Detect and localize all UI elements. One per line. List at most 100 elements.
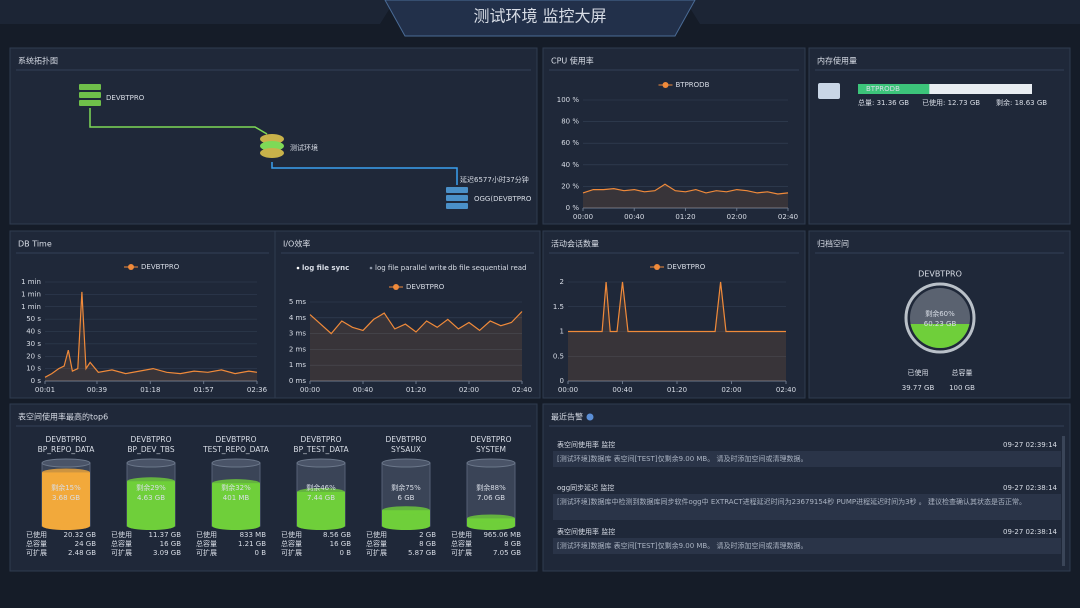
x-tick-label: 02:40 [512,386,532,394]
y-tick-label: 20 % [561,182,579,190]
edge [89,108,268,135]
panel [542,47,806,225]
cylinder-fill [382,510,430,526]
ts-stat-value: 16 GB [330,540,352,548]
panel [9,403,538,572]
header-left [0,0,395,24]
ts-db: DEVBTPRO [385,435,426,444]
x-tick-label: 00:40 [612,386,632,394]
y-tick-label: 80 % [561,118,579,126]
ts-db: DEVBTPRO [215,435,256,444]
x-tick-label: 01:20 [667,386,687,394]
ts-stat-label: 可扩展 [366,548,387,557]
y-tick-label: 0.5 [553,352,564,360]
y-tick-label: 1 [560,328,564,336]
panel [542,230,806,399]
ts-stat-label: 总容量 [111,539,132,548]
ts-stat-value: 2 GB [419,531,436,539]
alert-time: 09-27 02:38:14 [1003,528,1058,536]
header-right [685,0,1080,24]
cylinder-cap [296,458,346,468]
ts-name: TEST_REPO_DATA [202,445,270,454]
ts-remaining: 剩余15% [51,483,81,492]
y-tick-label: 1 min [21,290,41,298]
ts-db: DEVBTPRO [130,435,171,444]
x-tick-label: 02:00 [727,213,747,221]
x-tick-label: 02:00 [721,386,741,394]
legend-label: DEVBTPRO [141,263,180,271]
archive-label: 总容量 [952,368,973,377]
ts-remaining: 剩余32% [221,483,251,492]
node-label: 测试环境 [290,143,318,152]
cylinder-top [382,506,430,515]
legend-symbol [654,264,660,270]
x-tick-label: 02:00 [459,386,479,394]
node-icon [260,134,284,144]
y-tick-label: 30 s [26,340,41,348]
ts-stat-value: 2.48 GB [68,549,96,557]
y-tick-label: 0 s [31,377,42,385]
info-icon [586,413,594,421]
cylinder-cap [466,458,516,468]
panel-title: I/O效率 [283,239,310,249]
node-icon [446,203,468,209]
x-tick-label: 02:36 [247,386,268,394]
node-label: DEVBTPRO [106,94,145,102]
series-line [44,291,258,378]
panel-title: 归档空间 [817,239,849,249]
x-tick-label: 01:57 [194,386,214,394]
y-tick-label: 1.5 [553,303,564,311]
cylinder-fill [42,472,90,526]
edge-label: 延迟6577小时37分钟 [460,175,529,184]
cylinder-top [297,487,345,496]
ts-stat-value: 7.05 GB [493,549,521,557]
cylinder-top [127,477,175,486]
alert-title: 表空间使用率 监控 [557,440,615,449]
x-tick-label: 01:20 [406,386,426,394]
cylinder-cap [41,458,91,468]
ts-stat-value: 11.37 GB [149,531,182,539]
x-tick-label: 00:40 [353,386,373,394]
ts-name: BP_TEST_DATA [293,445,349,454]
ts-stat-value: 8 GB [504,540,521,548]
y-tick-label: 100 % [557,96,580,104]
cylinder-top [212,479,260,488]
x-tick-label: 00:00 [300,386,320,394]
ts-name: SYSTEM [476,445,506,454]
node-icon [260,141,284,151]
ts-stat-value: 0 B [340,549,352,557]
ram-free: 剩余: 18.63 GB [996,98,1047,107]
y-tick-label: 0 [560,377,564,385]
panel-title: 表空间使用率最高的top6 [18,412,108,422]
series-line [309,311,523,335]
header-title: 测试环境 监控大屏 [473,7,606,26]
y-tick-label: 0 % [566,204,580,212]
cylinder-top [42,468,90,477]
ts-size: 6 GB [398,494,415,502]
alert-time: 09-27 02:39:14 [1003,441,1058,449]
alert-text: [测试环境]数据库 表空间[TEST]仅剩余9.00 MB。 请及时添加空间或清… [553,538,1061,554]
ts-remaining: 剩余29% [136,483,166,492]
ts-stat-label: 总容量 [366,539,387,548]
ts-stat-label: 可扩展 [111,548,132,557]
archive-value: 100 GB [949,384,975,392]
ts-stat-value: 16 GB [160,540,182,548]
archive-size: 60.23 GB [924,320,957,328]
legend-label: BTPRODB [676,81,710,89]
y-tick-label: 40 % [561,161,579,169]
ts-stat-label: 可扩展 [26,548,47,557]
x-tick-label: 01:18 [140,386,160,394]
y-tick-label: 3 ms [289,330,306,338]
ts-stat-label: 总容量 [26,539,47,548]
ts-stat-label: 可扩展 [196,548,217,557]
x-tick-label: 00:40 [624,213,644,221]
tab-dot [369,266,373,270]
series-area [45,291,257,381]
node-icon [79,84,101,90]
legend-tab: log file parallel write [375,264,447,272]
y-tick-label: 50 s [26,315,41,323]
ts-db: DEVBTPRO [45,435,86,444]
ram-bar-bg [858,84,1032,94]
y-tick-label: 10 s [26,365,41,373]
